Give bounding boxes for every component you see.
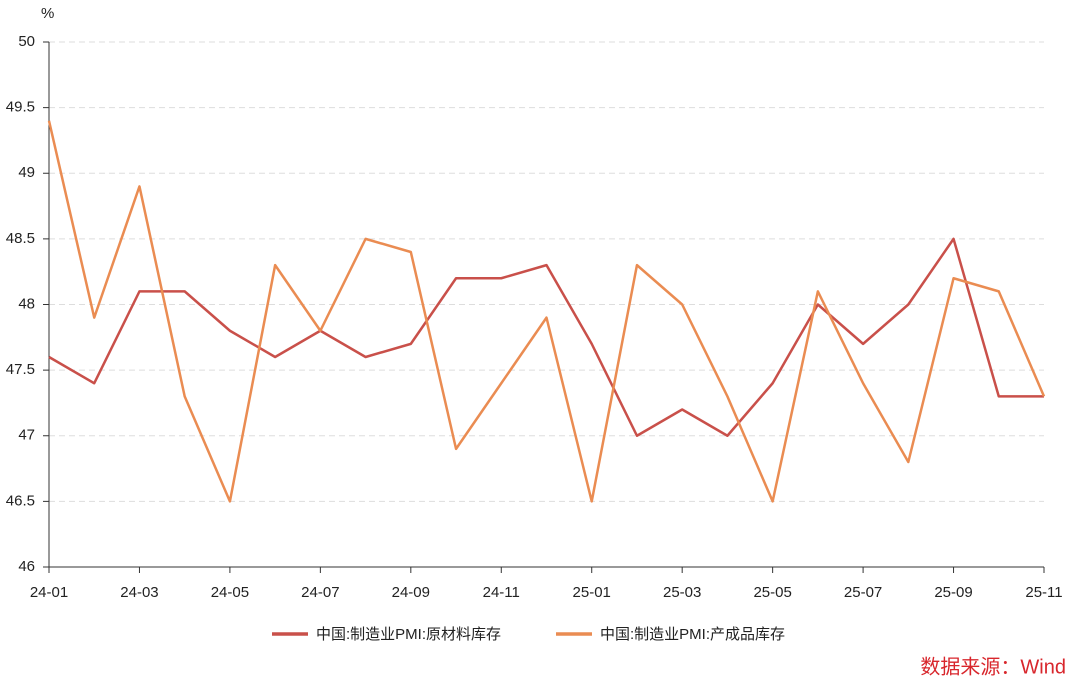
x-tick-label: 25-01	[573, 584, 611, 601]
x-tick-label: 25-05	[753, 584, 791, 601]
x-tick-label: 25-11	[1025, 584, 1062, 601]
legend-label: 中国:制造业PMI:原材料库存	[316, 626, 501, 643]
x-tick-label: 25-07	[844, 584, 882, 601]
y-tick-label: 47.5	[6, 361, 35, 378]
y-tick-label: 48	[18, 295, 35, 312]
y-unit: %	[41, 5, 54, 22]
x-tick-label: 24-01	[30, 584, 68, 601]
legend-label: 中国:制造业PMI:产成品库存	[600, 626, 785, 643]
x-tick-label: 24-11	[483, 584, 520, 601]
x-tick-label: 24-03	[120, 584, 158, 601]
series-line	[48, 237, 1044, 437]
y-tick-label: 49	[18, 164, 35, 181]
y-tick-label: 46.5	[6, 492, 35, 509]
source: 数据来源：Wind	[920, 655, 1066, 678]
series-line	[47, 120, 1046, 503]
y-tick-label: 50	[18, 33, 35, 50]
y-tick-label: 49.5	[6, 99, 35, 116]
x-tick-label: 25-03	[663, 584, 701, 601]
y-tick-label: 48.5	[6, 230, 35, 247]
x-tick-label: 24-07	[301, 584, 339, 601]
x-tick-label: 25-09	[934, 584, 972, 601]
y-tick-label: 46	[18, 558, 35, 575]
y-tick-label: 47	[18, 427, 35, 444]
x-tick-label: 24-05	[211, 584, 249, 601]
x-tick-label: 24-09	[392, 584, 430, 601]
